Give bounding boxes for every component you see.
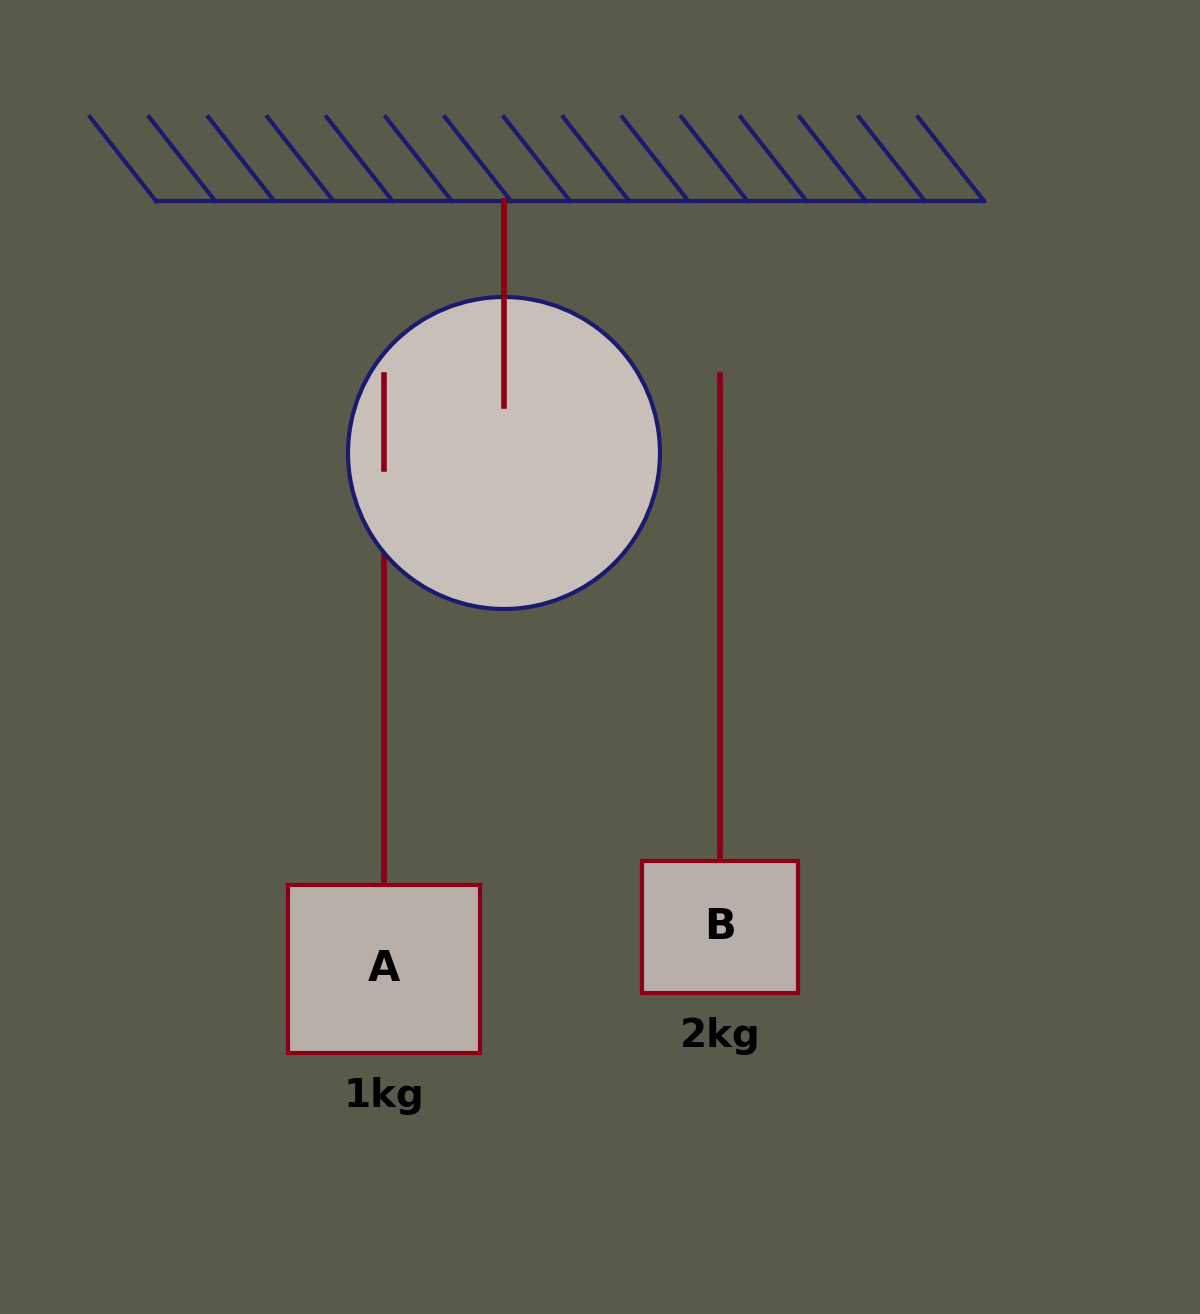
Text: 1kg: 1kg bbox=[343, 1077, 425, 1116]
Bar bbox=[642, 861, 798, 993]
Text: 2kg: 2kg bbox=[679, 1017, 761, 1055]
Text: A: A bbox=[368, 947, 400, 989]
Text: B: B bbox=[704, 905, 736, 947]
Bar bbox=[288, 886, 480, 1053]
Circle shape bbox=[348, 297, 660, 608]
